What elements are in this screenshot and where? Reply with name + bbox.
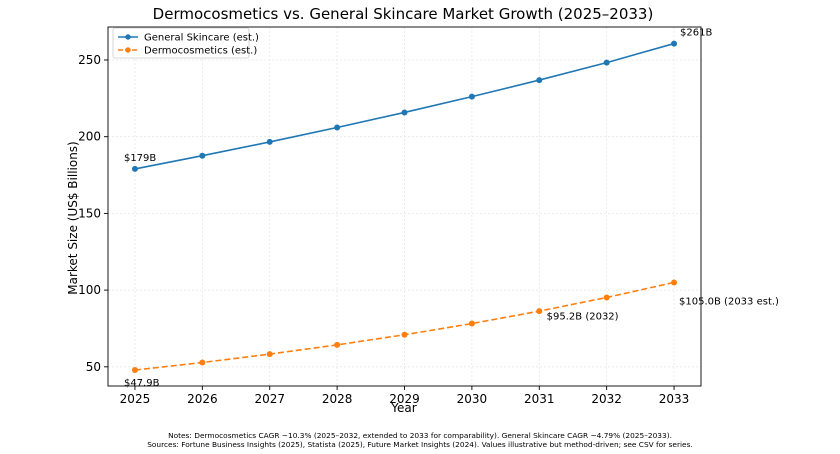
grid — [108, 27, 701, 386]
x-tick-label: 2031 — [524, 392, 555, 406]
series-0-point — [401, 109, 408, 116]
y-tick-label: 150 — [78, 206, 101, 220]
legend: General Skincare (est.) Dermocosmetics (e… — [112, 27, 259, 59]
notes-line-1: Notes: Dermocosmetics CAGR ~10.3% (2025–… — [168, 431, 672, 440]
series-0-point — [131, 165, 138, 172]
y-axis-label: Market Size (US$ Billions) — [66, 141, 80, 295]
x-tick-label: 2029 — [389, 392, 420, 406]
series-1-point — [199, 359, 206, 366]
x-tick-label: 2030 — [457, 392, 488, 406]
series-0-point — [334, 124, 341, 131]
series-1-point — [334, 341, 341, 348]
legend-label-1: Dermocosmetics (est.) — [144, 46, 257, 57]
series-1-point — [671, 279, 678, 286]
data-annotation: $47.9B — [124, 378, 160, 389]
notes-line-2: Sources: Fortune Business Insights (2025… — [147, 440, 693, 449]
legend-label-0: General Skincare (est.) — [144, 33, 259, 44]
y-tick-label: 200 — [78, 130, 101, 144]
x-tick-label: 2033 — [659, 392, 690, 406]
data-annotation: $95.2B (2032) — [547, 311, 619, 322]
series-1-point — [401, 331, 408, 338]
series-0-point — [536, 77, 543, 84]
series-0-point — [266, 138, 273, 145]
legend-marker-0 — [125, 34, 131, 40]
series-1-point — [131, 367, 138, 374]
chart-title: Dermocosmetics vs. General Skincare Mark… — [153, 5, 654, 23]
x-axis-label: Year — [390, 401, 416, 415]
y-tick-label: 50 — [86, 360, 101, 374]
series-layer — [131, 40, 678, 374]
series-1-point — [266, 351, 273, 358]
series-0-point — [671, 40, 678, 47]
x-tick-label: 2025 — [120, 392, 151, 406]
x-tick-label: 2028 — [322, 392, 353, 406]
x-tick-label: 2026 — [187, 392, 218, 406]
x-tick-label: 2032 — [591, 392, 622, 406]
series-line-0 — [134, 42, 675, 170]
series-0-point — [603, 59, 610, 66]
data-annotation: $261B — [680, 28, 712, 39]
data-annotation: $179B — [124, 153, 156, 164]
data-annotation: $105.0B (2033 est.) — [679, 296, 779, 307]
legend-marker-1 — [125, 47, 131, 53]
series-0-point — [199, 152, 206, 159]
annotations: $179B $261B $47.9B $95.2B (2032) $105.0B (20… — [124, 28, 779, 389]
series-1-point — [603, 294, 610, 301]
y-tick-label: 100 — [78, 283, 101, 297]
legend-box — [112, 27, 250, 59]
y-tick-label: 250 — [78, 53, 101, 67]
axes: 2025 2026 2027 2028 2029 2030 2031 2032 2033 50 10… — [78, 26, 702, 406]
series-1-point — [536, 308, 543, 315]
series-1-point — [468, 320, 475, 327]
series-0-point — [468, 93, 475, 100]
x-tick-label: 2027 — [254, 392, 285, 406]
